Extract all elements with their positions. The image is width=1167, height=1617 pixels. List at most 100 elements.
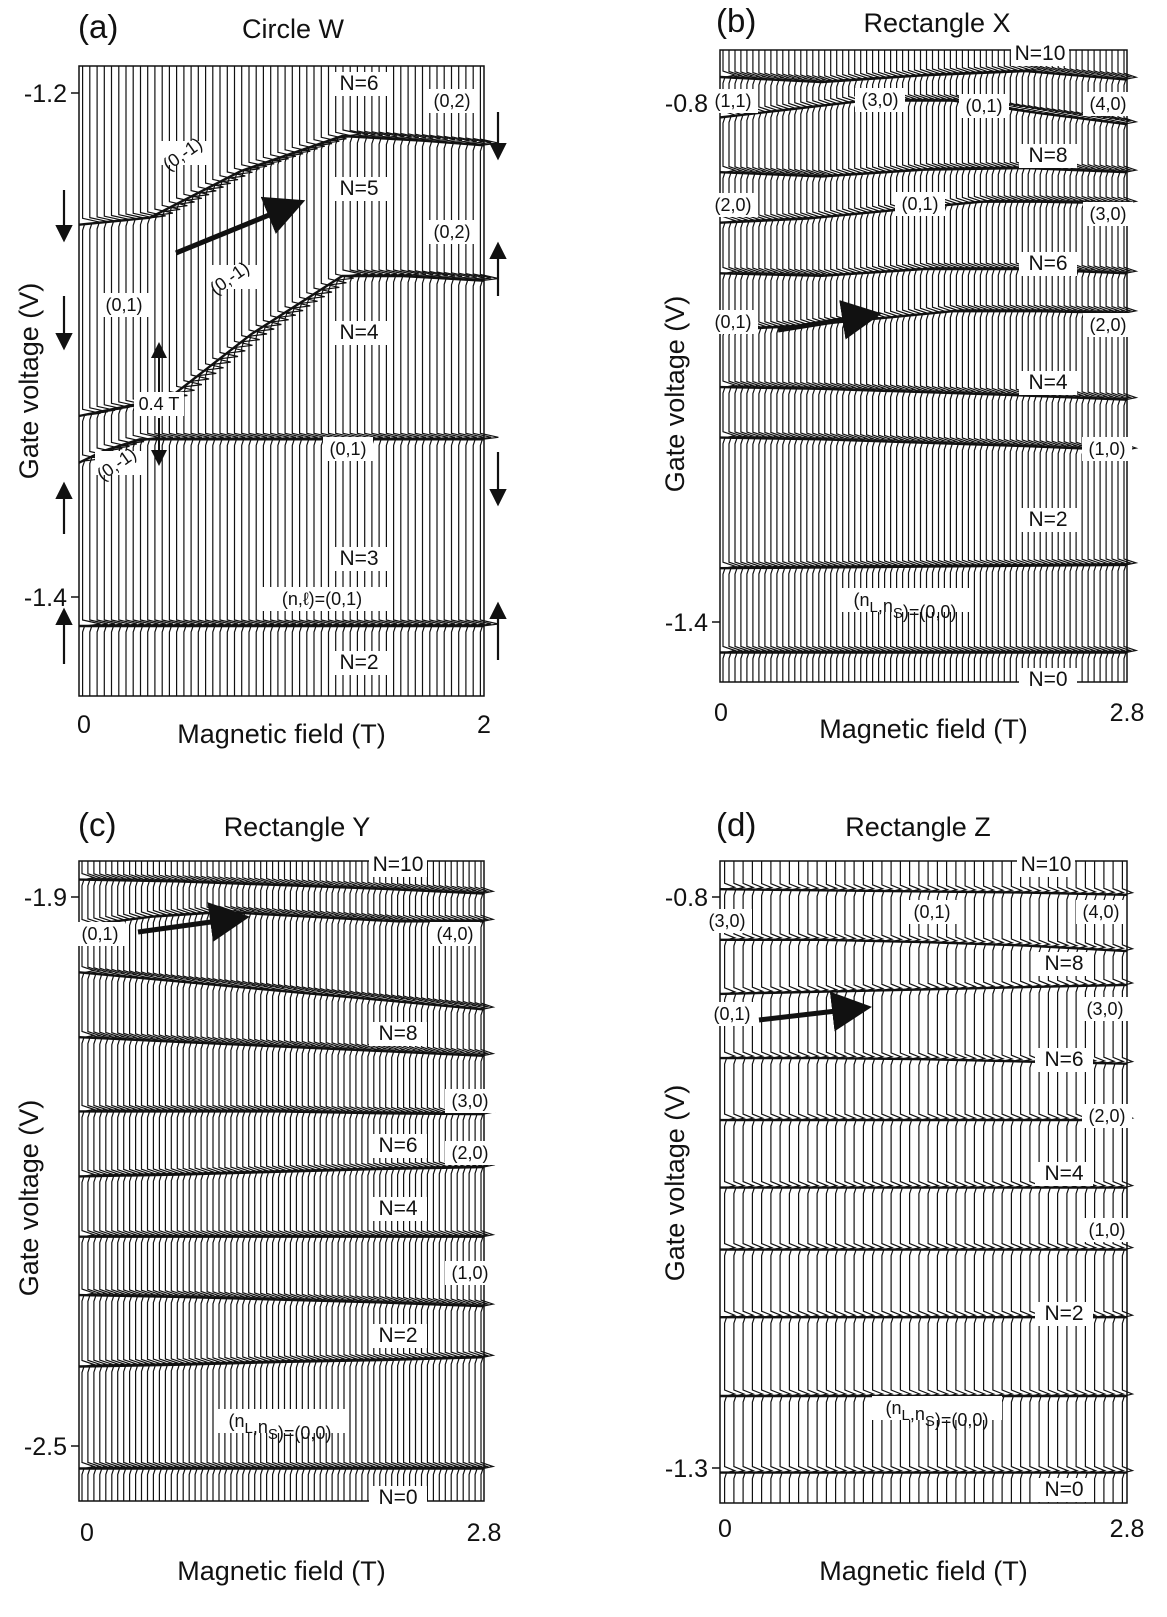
panel-letter: (d) xyxy=(716,806,756,843)
label-bg xyxy=(872,1396,1002,1420)
label-bg xyxy=(330,72,388,96)
peak-ridge-series xyxy=(720,938,1128,953)
trace-line xyxy=(226,66,246,696)
annotation-label: N=8 xyxy=(1028,144,1067,167)
trace-line xyxy=(241,66,260,696)
annotation-label: (nL,nS)=(0,0) xyxy=(229,1411,332,1443)
trace-line xyxy=(270,66,289,696)
annotation-label: (0,2) xyxy=(433,222,470,242)
label-bg xyxy=(1035,1478,1093,1502)
label-bg xyxy=(1017,853,1075,877)
label-bg xyxy=(1076,900,1126,924)
label-bg xyxy=(369,1197,427,1221)
annotation-label: N=6 xyxy=(378,1134,417,1157)
trace-line xyxy=(306,66,325,696)
label-bg xyxy=(99,293,149,317)
shift-arrow xyxy=(137,902,250,942)
panel-c: -1.9 -2.5 0 2.8 Magnetic field (T) Gate volta… xyxy=(14,806,501,1586)
label-bg xyxy=(1035,1048,1093,1072)
label-bg xyxy=(702,909,752,933)
peak-ridge-series xyxy=(719,385,1128,401)
label-bg xyxy=(427,89,477,113)
annotation-label: N=2 xyxy=(1044,1302,1083,1325)
annotation-label: (4,0) xyxy=(1089,94,1126,114)
y-axis-title: Gate voltage (V) xyxy=(660,296,690,493)
x-axis-title: Magnetic field (T) xyxy=(177,1556,386,1586)
annotation-label: N=4 xyxy=(339,321,378,344)
y-tick-label: -1.2 xyxy=(24,80,67,108)
y-axis-title: Gate voltage (V) xyxy=(14,1100,44,1297)
x-axis-title: Magnetic field (T) xyxy=(177,719,386,749)
trace-line xyxy=(168,66,188,696)
trace-line xyxy=(291,66,311,696)
annotation-label: (0,1) xyxy=(81,924,118,944)
annotation-label: (0,1) xyxy=(901,194,938,214)
annotation-label: 0.4 T xyxy=(139,394,180,414)
label-bg xyxy=(445,1141,495,1165)
trace-line xyxy=(212,66,231,696)
trace-line xyxy=(233,66,253,696)
y-tick-label: -0.8 xyxy=(665,884,708,912)
shift-arrow xyxy=(758,991,872,1032)
annotation-label: N=10 xyxy=(1021,853,1072,876)
annotation-label: N=2 xyxy=(339,651,378,674)
x-tick-label: 0 xyxy=(718,1515,732,1543)
peak-ridge-series xyxy=(78,134,485,226)
label-bg xyxy=(708,310,758,334)
annotation-label: (0,1) xyxy=(913,902,950,922)
peak-ridge-series xyxy=(78,1036,485,1057)
trace-line xyxy=(480,861,496,1501)
annotation-label: N=5 xyxy=(339,177,378,200)
annotation-label: N=0 xyxy=(1028,668,1067,691)
label-bg xyxy=(907,900,957,924)
annotation-label: (nL,nS)=(0,0) xyxy=(886,1398,989,1430)
label-bg xyxy=(323,437,373,461)
trace-line xyxy=(262,66,282,696)
label-bg xyxy=(445,1261,495,1285)
trace-line xyxy=(327,66,347,696)
label-bg xyxy=(1019,371,1077,395)
annotation-label: (2,0) xyxy=(451,1143,488,1163)
peak-ridge-series xyxy=(719,888,1128,896)
label-bg xyxy=(430,922,480,946)
label-bg xyxy=(161,141,211,165)
peak-ridge-series xyxy=(719,99,1128,126)
label-bg xyxy=(1083,313,1133,337)
y-axis-title: Gate voltage (V) xyxy=(14,283,44,480)
label-bg xyxy=(895,192,945,216)
annotation-label: (3,0) xyxy=(861,90,898,110)
peak-ridge-series xyxy=(78,1356,485,1368)
annotation-label: (0,1) xyxy=(105,295,142,315)
peak-ridge-series xyxy=(78,910,484,928)
panel-d: -0.8 -1.3 0 2.8 Magnetic field (T) Gate volta… xyxy=(660,806,1144,1586)
y-tick-label: -0.8 xyxy=(665,90,708,118)
annotation-label: N=6 xyxy=(1044,1048,1083,1071)
x-tick-label: 2.8 xyxy=(1110,699,1145,727)
x-axis-title: Magnetic field (T) xyxy=(819,714,1028,744)
annotation-label: N=4 xyxy=(1044,1162,1083,1185)
y-tick-label: -1.3 xyxy=(665,1455,708,1483)
panel-b: -0.8 -1.4 0 2.8 Magnetic field (T) Gate volta… xyxy=(660,2,1144,744)
annotation-label: N=0 xyxy=(1044,1478,1083,1501)
x-axis-title: Magnetic field (T) xyxy=(819,1556,1028,1586)
label-bg xyxy=(1019,508,1077,532)
peak-ridge-series xyxy=(78,878,485,895)
annotation-label: N=10 xyxy=(1015,42,1066,65)
trace-line xyxy=(248,66,268,696)
label-bg xyxy=(1011,42,1069,66)
peak-ridge-series xyxy=(719,310,1128,331)
annotation-label: (1,0) xyxy=(1088,1220,1125,1240)
y-tick-label: -1.4 xyxy=(665,609,708,637)
trace-line xyxy=(161,66,181,696)
x-tick-label: 2.8 xyxy=(1110,1515,1145,1543)
label-bg xyxy=(1019,668,1077,692)
annotation-label: (3,0) xyxy=(708,911,745,931)
label-bg xyxy=(445,1089,495,1113)
label-bg xyxy=(1080,997,1130,1021)
annotation-label: N=4 xyxy=(378,1197,417,1220)
peak-ridge-series xyxy=(719,69,1128,84)
annotation-label: N=4 xyxy=(1028,371,1067,394)
trace-line xyxy=(320,66,340,696)
label-bg xyxy=(1082,1104,1132,1128)
label-bg xyxy=(330,651,388,675)
